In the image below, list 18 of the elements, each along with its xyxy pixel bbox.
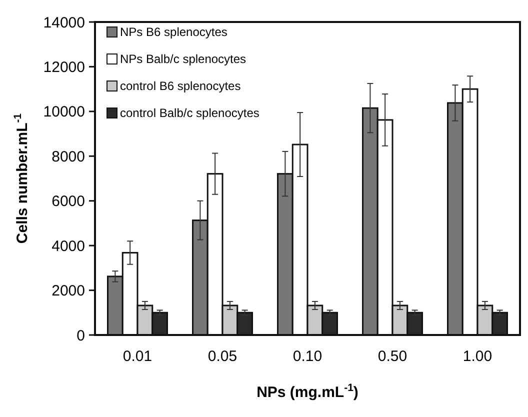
legend-label: control Balb/c splenocytes	[120, 106, 260, 120]
x-axis-title: NPs (mg.mL$^{-1}$)	[256, 382, 358, 401]
legend-label: NPs B6 splenocytes	[120, 25, 228, 39]
y-tick-label: 2000	[52, 282, 85, 300]
x-tick-label: 0.10	[292, 348, 322, 365]
y-tick-label: 10000	[43, 104, 85, 121]
legend-label: NPs Balb/c splenocytes	[120, 52, 246, 66]
x-tick-label: 1.00	[462, 348, 492, 365]
y-tick-label: 14000	[43, 14, 85, 32]
y-tick-label: 4000	[52, 238, 85, 255]
x-tick-label: 0.50	[378, 348, 408, 365]
x-tick-label: 0.05	[208, 348, 238, 365]
y-tick-label: 8000	[52, 148, 85, 166]
legend-label: control B6 splenocytes	[120, 79, 241, 93]
y-tick-label: 6000	[52, 193, 85, 210]
y-tick-label: 12000	[43, 58, 85, 76]
x-tick-label: 0.01	[122, 348, 152, 365]
y-tick-label: 0	[76, 327, 85, 344]
